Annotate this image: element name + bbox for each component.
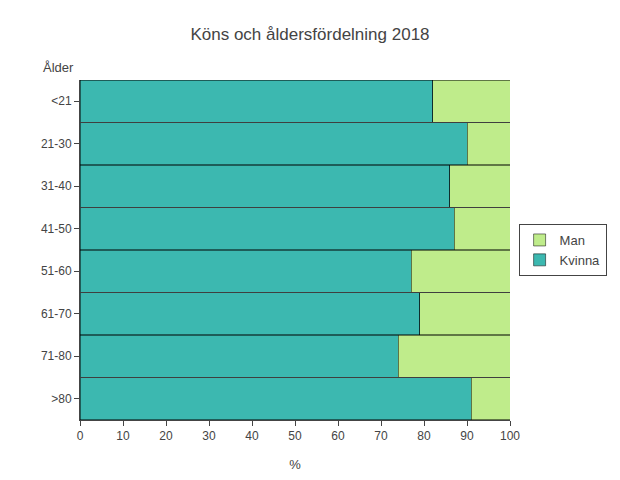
svg-text:61-70: 61-70 <box>41 307 72 321</box>
svg-text:51-60: 51-60 <box>41 264 72 278</box>
svg-text:60: 60 <box>331 429 345 443</box>
svg-text:40: 40 <box>245 429 259 443</box>
svg-text:20: 20 <box>159 429 173 443</box>
svg-text:31-40: 31-40 <box>41 179 72 193</box>
svg-text:30: 30 <box>202 429 216 443</box>
svg-text:0: 0 <box>77 429 84 443</box>
svg-text:Ålder: Ålder <box>43 60 74 75</box>
svg-text:>80: >80 <box>51 392 72 406</box>
svg-text:Man: Man <box>560 233 585 248</box>
svg-text:<21: <21 <box>51 94 72 108</box>
svg-text:%: % <box>289 457 301 472</box>
svg-text:Kvinna: Kvinna <box>560 253 601 268</box>
svg-text:41-50: 41-50 <box>41 222 72 236</box>
svg-text:71-80: 71-80 <box>41 349 72 363</box>
svg-text:50: 50 <box>288 429 302 443</box>
svg-text:10: 10 <box>116 429 130 443</box>
svg-text:70: 70 <box>374 429 388 443</box>
svg-text:100: 100 <box>500 429 520 443</box>
svg-text:90: 90 <box>460 429 474 443</box>
svg-text:80: 80 <box>417 429 431 443</box>
svg-text:21-30: 21-30 <box>41 137 72 151</box>
svg-text:Köns och åldersfördelning 2018: Köns och åldersfördelning 2018 <box>190 25 429 44</box>
